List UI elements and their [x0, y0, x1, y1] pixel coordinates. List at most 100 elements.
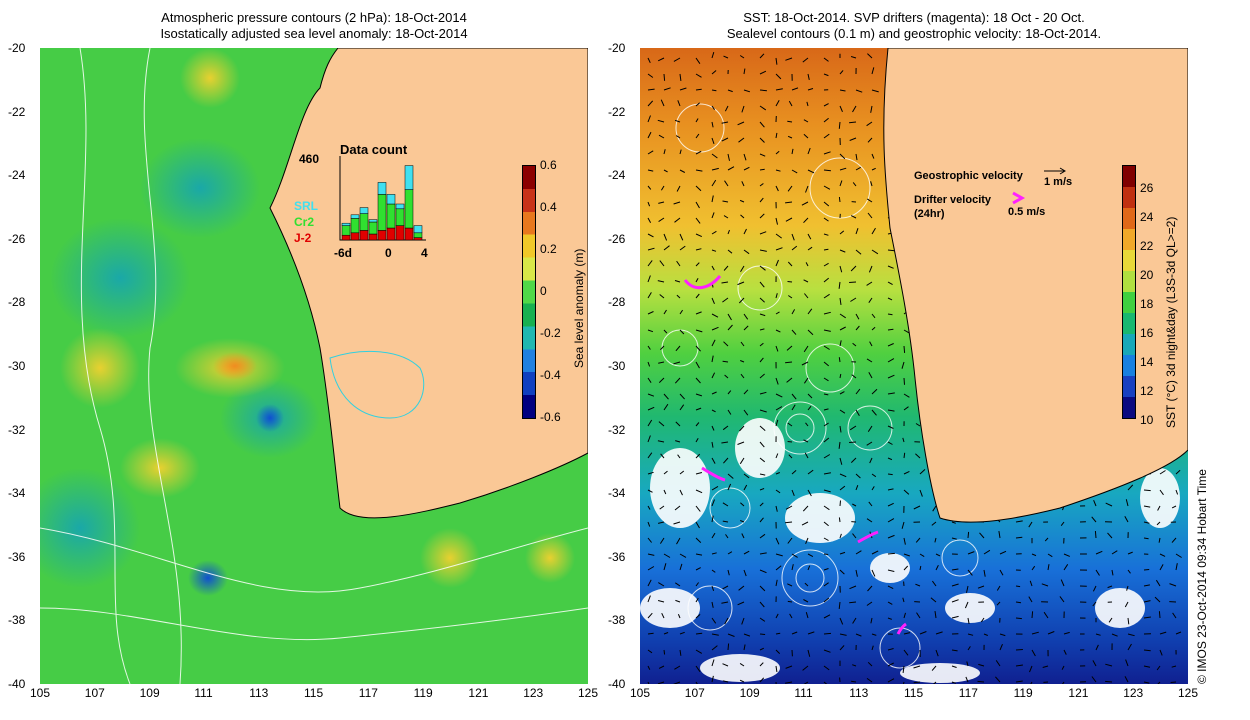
right-land-australia [883, 48, 1188, 523]
velocity-arrow [1015, 601, 1022, 604]
velocity-arrow [805, 262, 809, 267]
velocity-arrow [775, 453, 779, 459]
velocity-arrow [743, 409, 749, 416]
velocity-arrow [711, 409, 716, 413]
velocity-arrow [1092, 601, 1097, 607]
velocity-arrow [916, 612, 921, 619]
velocity-arrow [1143, 616, 1151, 619]
velocity-arrow [727, 229, 730, 235]
velocity-arrow [1107, 532, 1113, 539]
velocity-arrow [711, 51, 715, 59]
left-map-canvas [40, 48, 588, 684]
inset-bar-j2 [359, 230, 369, 241]
velocity-arrow [871, 645, 874, 651]
velocity-arrow [759, 137, 765, 143]
velocity-arrow [647, 311, 654, 315]
velocity-arrow [647, 57, 651, 64]
velocity-arrow [919, 631, 927, 635]
inset-bar-cr2 [395, 208, 405, 226]
velocity-arrow [966, 585, 969, 593]
velocity-arrow [871, 313, 876, 319]
velocity-arrow [759, 105, 767, 111]
velocity-arrow [695, 329, 703, 333]
velocity-arrow [1157, 505, 1161, 511]
velocity-arrow [902, 665, 905, 673]
velocity-arrow [839, 326, 846, 331]
velocity-arrow [951, 568, 959, 571]
velocity-arrow [759, 425, 766, 431]
velocity-arrow [787, 281, 793, 283]
velocity-arrow [805, 185, 809, 193]
velocity-arrow [934, 611, 937, 619]
velocity-arrow [919, 489, 923, 497]
velocity-arrow [740, 214, 745, 219]
velocity-arrow [1155, 579, 1161, 587]
velocity-arrow [740, 341, 745, 347]
velocity-arrow [935, 631, 943, 635]
velocity-arrow [647, 131, 652, 139]
inset-bar-cr2 [350, 218, 360, 234]
velocity-arrow [657, 57, 665, 62]
velocity-arrow [711, 230, 717, 235]
velocity-arrow [711, 339, 716, 347]
velocity-arrow [647, 632, 654, 635]
velocity-arrow [998, 531, 1001, 539]
velocity-arrow [661, 612, 665, 619]
velocity-arrow [676, 185, 681, 192]
velocity-arrow [676, 135, 681, 139]
right-map-canvas [640, 48, 1188, 684]
velocity-arrow [775, 579, 778, 587]
velocity-arrow [823, 151, 831, 155]
velocity-arrow [743, 569, 747, 577]
velocity-arrow [871, 249, 879, 255]
velocity-arrow [823, 262, 829, 267]
velocity-arrow [737, 601, 745, 606]
velocity-arrow [679, 393, 685, 400]
velocity-arrow [658, 377, 665, 383]
velocity-arrow [711, 355, 714, 363]
velocity-arrow [887, 457, 893, 461]
legend-drifter-label: Drifter velocity [914, 194, 992, 206]
velocity-arrow [1143, 665, 1151, 668]
inset-bar-cr2 [341, 225, 351, 236]
velocity-arrow [852, 617, 857, 624]
velocity-arrow [775, 649, 781, 654]
velocity-arrow [647, 329, 654, 333]
velocity-arrow [839, 265, 843, 273]
velocity-arrow [659, 537, 665, 544]
inset-xlabel-zero: 0 [385, 246, 392, 260]
velocity-arrow [995, 660, 1001, 667]
velocity-arrow [1143, 489, 1151, 492]
velocity-arrow [1127, 633, 1135, 637]
left-lon-tick: 119 [413, 686, 433, 700]
velocity-arrow [785, 681, 793, 684]
velocity-arrow [658, 665, 665, 669]
velocity-arrow [838, 281, 841, 289]
velocity-arrow [727, 633, 735, 637]
velocity-arrow [1171, 505, 1177, 509]
velocity-arrow [823, 614, 831, 619]
inset-bar-cr2 [413, 232, 423, 238]
velocity-arrow [850, 297, 857, 302]
velocity-arrow [658, 421, 665, 427]
velocity-arrow [903, 406, 909, 411]
velocity-arrow [887, 552, 895, 555]
velocity-arrow [791, 404, 796, 411]
velocity-arrow [775, 57, 778, 65]
velocity-arrow [1047, 564, 1050, 571]
left-lat-tick: -36 [8, 549, 26, 564]
velocity-arrow [737, 281, 745, 286]
velocity-arrow [676, 537, 681, 545]
velocity-arrow [679, 169, 686, 173]
velocity-arrow [759, 457, 766, 463]
velocity-arrow [855, 325, 860, 331]
velocity-arrow [807, 147, 811, 155]
velocity-arrow [867, 425, 873, 432]
velocity-arrow [807, 308, 813, 315]
velocity-arrow [788, 100, 793, 107]
velocity-arrow [887, 425, 894, 429]
velocity-arrow [999, 550, 1007, 555]
right-colorbar-tick: 18 [1140, 296, 1154, 311]
velocity-arrow [711, 552, 717, 555]
left-lat-tick: -20 [8, 41, 26, 55]
